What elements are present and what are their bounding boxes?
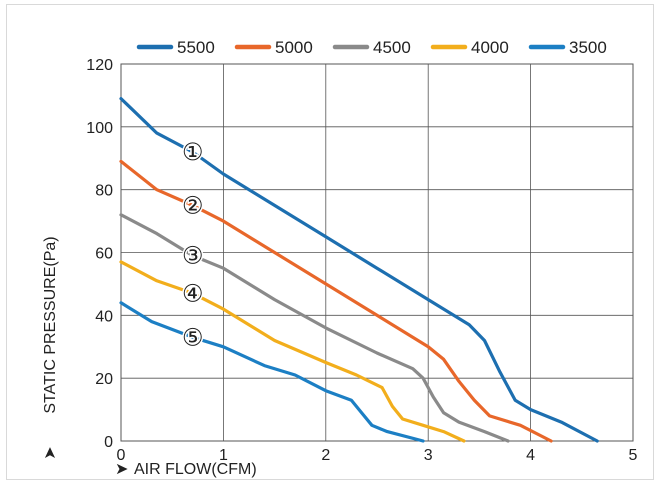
x-tick-label: 5 bbox=[629, 447, 638, 464]
curve-marker-4500: ③ bbox=[182, 243, 204, 270]
curve-marker-3500: ⑤ bbox=[182, 324, 204, 351]
y-axis-label: STATIC PRESSURE(Pa) bbox=[42, 236, 59, 413]
x-tick-label: 3 bbox=[424, 447, 433, 464]
y-tick-label: 120 bbox=[86, 57, 113, 74]
series-layer bbox=[119, 96, 599, 443]
curve-marker-4000: ④ bbox=[182, 280, 204, 307]
curve-marker-5500: ① bbox=[182, 139, 204, 166]
series-line-3500 bbox=[119, 301, 425, 443]
series-line-4500 bbox=[119, 213, 510, 443]
chart-svg: 0 1 2 3 4 5 0 20 40 60 80 100 120 ① ② ③ ④ ⑤ 5500 5000 4500… bbox=[42, 38, 638, 478]
series-line-4000 bbox=[119, 260, 466, 443]
legend-label-5500: 5500 bbox=[177, 38, 215, 57]
x-tick-label: 1 bbox=[219, 447, 228, 464]
legend: 5500 5000 4500 4000 3500 bbox=[136, 38, 607, 57]
legend-label-3500: 3500 bbox=[569, 38, 607, 57]
y-tick-label: 60 bbox=[95, 246, 113, 263]
y-tick-label: 20 bbox=[95, 371, 113, 388]
chart-frame: 0 1 2 3 4 5 0 20 40 60 80 100 120 ① ② ③ ④ ⑤ 5500 5000 4500… bbox=[6, 4, 654, 480]
legend-label-4000: 4000 bbox=[471, 38, 509, 57]
grid-layer bbox=[120, 63, 634, 442]
series-line-5500 bbox=[119, 96, 599, 443]
x-axis-label: AIR FLOW(CFM) bbox=[134, 461, 257, 478]
x-tick-label: 0 bbox=[117, 447, 126, 464]
y-tick-label: 40 bbox=[95, 308, 113, 325]
x-tick-label: 2 bbox=[321, 447, 330, 464]
y-axis-arrow-icon: ➤ bbox=[42, 446, 59, 459]
y-tick-label: 0 bbox=[104, 434, 113, 451]
x-tick-label: 4 bbox=[526, 447, 535, 464]
y-tick-label: 80 bbox=[95, 183, 113, 200]
x-axis-arrow-icon: ➤ bbox=[115, 461, 128, 478]
legend-label-5000: 5000 bbox=[275, 38, 313, 57]
legend-label-4500: 4500 bbox=[373, 38, 411, 57]
curve-markers: ① ② ③ ④ ⑤ bbox=[180, 137, 205, 352]
tick-layer: 0 1 2 3 4 5 0 20 40 60 80 100 120 bbox=[86, 57, 637, 464]
curve-marker-5000: ② bbox=[182, 192, 204, 219]
series-line-5000 bbox=[119, 159, 553, 443]
y-tick-label: 100 bbox=[86, 120, 113, 137]
